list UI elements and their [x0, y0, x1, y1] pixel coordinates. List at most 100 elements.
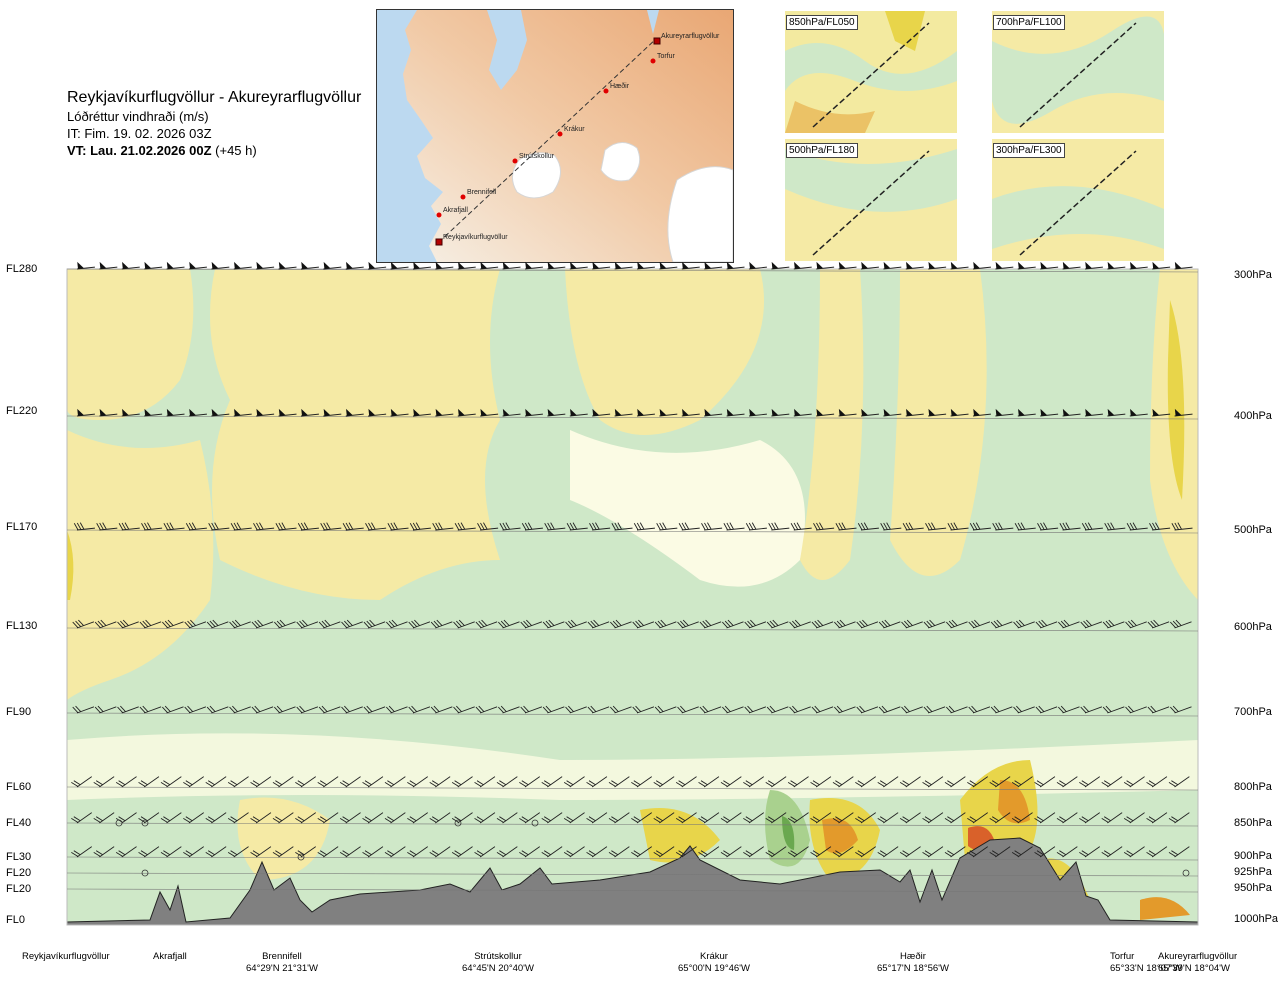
wind-barb — [967, 776, 989, 788]
wind-barb — [698, 776, 720, 788]
wind-barb — [944, 846, 966, 858]
wind-barb — [681, 408, 700, 417]
wind-barb — [317, 846, 339, 858]
wind-barb — [922, 812, 944, 824]
wind-barb — [565, 619, 587, 629]
map-glacier-hofsjokull — [600, 142, 641, 182]
field-region — [782, 816, 795, 850]
wind-barb — [166, 261, 185, 270]
wind-barb — [323, 261, 342, 270]
wind-barb — [544, 522, 566, 531]
field-region — [67, 530, 74, 600]
thumbnail-300hpa-label: 300hPa/FL300 — [993, 143, 1065, 158]
wind-barb — [923, 705, 946, 714]
wind-barb — [475, 705, 498, 714]
wind-barb — [519, 812, 541, 824]
wind-barb — [345, 261, 364, 270]
thumbnail-700hpa[interactable]: 700hPa/FL100 — [992, 11, 1164, 133]
wind-barb — [701, 522, 723, 531]
wind-barb — [1056, 776, 1078, 788]
thumbnail-500hpa[interactable]: 500hPa/FL180 — [785, 139, 957, 261]
waypoint-label-strutskollur: Strútskollur 64°45'N 20°40'W — [462, 951, 534, 974]
p-label-800: 800hPa — [1234, 781, 1272, 793]
wind-barb — [409, 522, 431, 531]
wind-barb — [115, 776, 137, 788]
wind-barb — [407, 846, 429, 858]
wind-barb — [71, 846, 93, 858]
wind-barb — [563, 812, 585, 824]
wind-barb — [251, 705, 274, 714]
wind-barb — [480, 261, 499, 270]
wind-barb — [816, 261, 835, 270]
wind-barb — [520, 619, 543, 629]
wind-barb — [1146, 776, 1168, 788]
wind-barb — [1079, 812, 1101, 824]
wind-barb — [72, 705, 95, 714]
wind-barb — [1057, 619, 1080, 629]
route-title: Reykjavíkurflugvöllur - Akureyrarflugvöl… — [67, 89, 362, 106]
wind-barb — [675, 776, 697, 788]
wind-barb — [810, 812, 832, 824]
wind-barb — [117, 619, 139, 629]
wind-barb — [227, 846, 249, 858]
wind-barb — [296, 619, 319, 629]
wind-barb — [675, 812, 697, 824]
field-region — [565, 269, 764, 435]
wind-barb — [832, 776, 854, 788]
wind-barb — [497, 619, 520, 629]
wind-barb — [1107, 261, 1126, 270]
wind-barb — [1126, 522, 1148, 531]
thumbnail-850hpa[interactable]: 850hPa/FL050 — [785, 11, 957, 133]
fl-label-fl90: FL90 — [6, 706, 32, 718]
pressure-level-line — [66, 786, 1199, 791]
wind-barb — [502, 261, 521, 270]
wind-barb — [995, 261, 1014, 270]
wind-barb — [341, 619, 363, 629]
wind-barb — [1174, 261, 1193, 270]
wind-barb — [787, 812, 809, 824]
wind-barb — [745, 522, 767, 531]
wind-barb — [251, 619, 274, 629]
wind-barb — [636, 261, 655, 270]
chart-title-block: Reykjavíkurflugvöllur - Akureyrarflugvöl… — [67, 88, 361, 159]
wind-barb — [454, 522, 476, 531]
wind-barb — [233, 408, 252, 417]
wind-barb — [810, 846, 832, 858]
thumbnail-300hpa-graphic — [992, 139, 1164, 261]
wind-barb — [256, 261, 275, 270]
wind-barb — [94, 619, 117, 629]
wind-barb — [856, 705, 879, 714]
wind-barb — [856, 619, 879, 629]
wind-barb — [161, 619, 184, 629]
wind-barb — [790, 522, 812, 531]
wind-barb — [1014, 522, 1036, 531]
wind-barb — [96, 522, 118, 531]
wind-barb — [362, 776, 384, 788]
wind-barb — [453, 619, 475, 629]
field-region — [570, 430, 805, 587]
wind-barb — [704, 408, 723, 417]
wind-barb — [300, 261, 319, 270]
wind-barb — [208, 522, 230, 531]
wind-barb — [141, 522, 163, 531]
wind-barb — [832, 846, 854, 858]
map-land — [403, 10, 733, 262]
p-label-600: 600hPa — [1234, 621, 1272, 633]
wind-barb — [432, 522, 454, 531]
wind-barb — [1102, 619, 1125, 629]
wind-barb — [429, 812, 451, 824]
wind-barb — [451, 776, 473, 788]
calm-wind-marker — [531, 819, 539, 827]
thumbnail-700hpa-graphic — [992, 11, 1164, 133]
wind-barb — [1101, 846, 1123, 858]
wind-barb — [253, 522, 275, 531]
wind-barb — [430, 619, 453, 629]
thumbnail-300hpa[interactable]: 300hPa/FL300 — [992, 139, 1164, 261]
wind-barb — [922, 846, 944, 858]
wind-barb — [205, 846, 227, 858]
wind-barb — [1034, 776, 1056, 788]
wind-barb — [115, 846, 137, 858]
wind-barb — [362, 812, 384, 824]
wind-barb — [563, 846, 585, 858]
wind-barb — [726, 408, 745, 417]
